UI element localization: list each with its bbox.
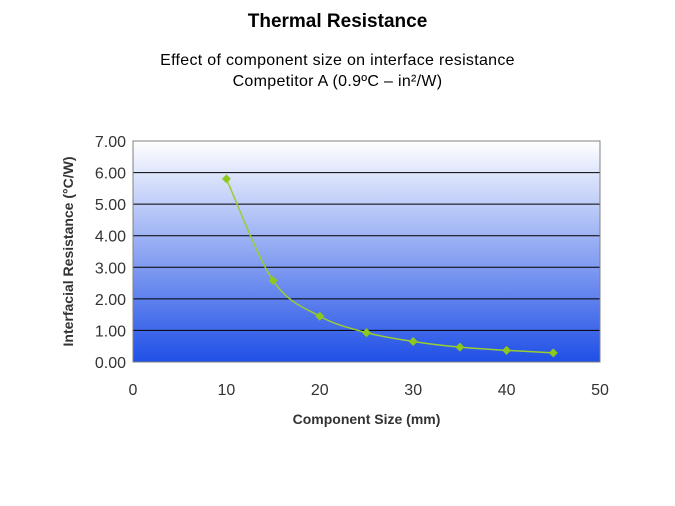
data-point bbox=[362, 328, 371, 338]
data-markers bbox=[221, 174, 558, 358]
x-tick-label: 50 bbox=[591, 382, 609, 399]
y-tick-label: 1.00 bbox=[95, 323, 126, 340]
data-point bbox=[221, 174, 231, 184]
y-tick-label: 5.00 bbox=[95, 197, 126, 214]
page-title: Thermal Resistance bbox=[247, 11, 428, 32]
y-tick-label: 7.00 bbox=[95, 134, 126, 151]
y-tick-label: 2.00 bbox=[95, 292, 126, 309]
data-point bbox=[548, 348, 558, 358]
x-tick-label: 10 bbox=[218, 382, 236, 399]
x-axis-label: Component Size (mm) bbox=[293, 411, 441, 427]
y-tick-label: 0.00 bbox=[95, 355, 126, 372]
chart-subtitle: Effect of component size on interface re… bbox=[160, 52, 515, 69]
x-tick-label: 0 bbox=[129, 382, 138, 399]
plot-border bbox=[132, 140, 601, 363]
x-tick-label: 40 bbox=[498, 382, 516, 399]
y-axis-ticks: 0.00 1.00 2.00 3.00 4.00 5.00 6.00 7.00 bbox=[95, 134, 126, 372]
x-axis-ticks: 0 10 20 30 40 50 bbox=[129, 382, 609, 399]
data-point bbox=[408, 336, 418, 346]
data-point bbox=[315, 311, 325, 321]
x-tick-label: 20 bbox=[311, 382, 329, 399]
y-tick-label: 3.00 bbox=[95, 260, 126, 277]
y-tick-label: 4.00 bbox=[95, 229, 126, 246]
plot-area bbox=[133, 141, 600, 362]
chart-subtitle-competitor: Competitor A (0.9ºC – in²/W) bbox=[232, 73, 443, 90]
data-point bbox=[502, 345, 512, 355]
x-tick-label: 30 bbox=[404, 382, 422, 399]
y-axis-label: Interfacial Resistance (°C/W) bbox=[60, 157, 76, 347]
data-point bbox=[268, 276, 278, 286]
data-point bbox=[455, 342, 465, 352]
y-tick-label: 6.00 bbox=[95, 166, 126, 183]
